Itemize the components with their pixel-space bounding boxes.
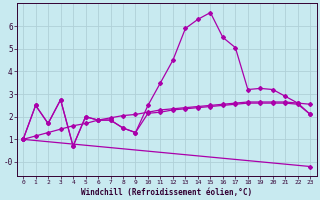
X-axis label: Windchill (Refroidissement éolien,°C): Windchill (Refroidissement éolien,°C) xyxy=(81,188,252,197)
